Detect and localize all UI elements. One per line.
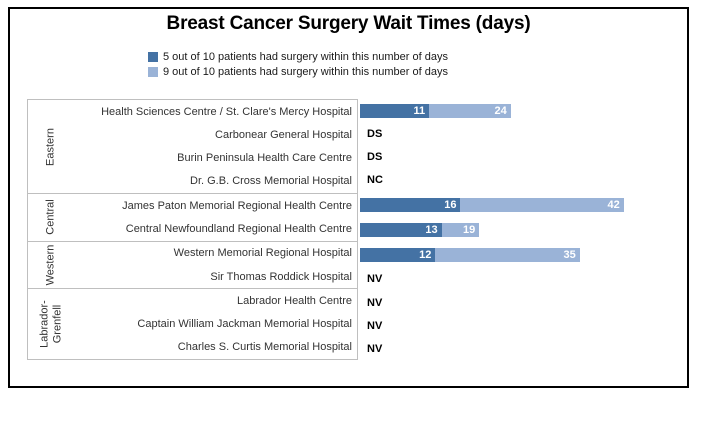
bar-row: DS (360, 122, 692, 145)
wait-time-bar: 11 24 (360, 103, 511, 118)
bar-value-label-p90: 42 (607, 199, 620, 212)
hospital-label-rows: Labrador Health Centre Captain William Ja… (74, 289, 357, 359)
data-availability-note: DS (367, 151, 383, 164)
wait-time-bar: 12 35 (360, 248, 580, 263)
hospital-label-rows: Health Sciences Centre / St. Clare's Mer… (74, 100, 357, 193)
bar-value-label-p90: 19 (463, 224, 476, 236)
hospital-label: Central Newfoundland Regional Health Cen… (125, 223, 352, 236)
hospital-label: Dr. G.B. Cross Memorial Hospital (190, 175, 352, 188)
bar-segment-p50: 13 (360, 223, 442, 237)
legend-item-p90: 9 out of 10 patients had surgery within … (148, 65, 448, 79)
bar-row: NV (360, 315, 692, 338)
bar-segment-p50: 16 (360, 198, 461, 213)
region-group-label: Western (44, 244, 57, 286)
hospital-label-rows: James Paton Memorial Regional Health Cen… (74, 194, 357, 241)
data-availability-note: NV (367, 272, 383, 285)
region-group: Western Western Memorial Regional Hospita… (28, 240, 357, 289)
plot-group: NV NV NV (360, 291, 692, 360)
bar-value-label-p50: 11 (413, 104, 426, 117)
bar-value-label-p90: 24 (494, 104, 507, 117)
hospital-label: James Paton Memorial Regional Health Cen… (122, 199, 352, 212)
plot-area: 11 24 DS DS NC 16 42 13 19 12 35 NV NV NV NV (360, 99, 692, 360)
plot-group: 16 42 13 19 (360, 192, 692, 242)
bar-segment-p90: 42 (460, 198, 624, 213)
legend-swatch-p50-icon (148, 52, 158, 62)
legend-swatch-p90-icon (148, 67, 158, 77)
bar-segment-p90: 24 (429, 103, 511, 118)
chart-title: Breast Cancer Surgery Wait Times (days) (166, 13, 531, 34)
data-availability-note: NV (367, 297, 383, 310)
legend-label-p50: 5 out of 10 patients had surgery within … (163, 51, 448, 63)
region-group-label-cell: Central (28, 194, 74, 241)
hospital-label-rows: Western Memorial Regional Hospital Sir Th… (74, 242, 357, 289)
data-availability-note: NV (367, 319, 383, 332)
bar-value-label-p50: 12 (419, 249, 432, 262)
region-group: Labrador-Grenfell Labrador Health Centre C… (28, 288, 357, 359)
bar-row: NC (360, 169, 692, 192)
bar-row: 11 24 (360, 99, 692, 122)
chart-frame: Breast Cancer Surgery Wait Times (days) … (8, 7, 689, 388)
wait-time-bar: 16 42 (360, 198, 624, 213)
region-group-label-cell: Western (28, 242, 74, 289)
bar-row: NV (360, 267, 692, 291)
chart-legend: 5 out of 10 patients had surgery within … (148, 50, 448, 80)
data-availability-note: NC (367, 174, 383, 187)
region-group-label-cell: Labrador-Grenfell (28, 289, 74, 359)
hospital-label: Carbonear General Hospital (215, 128, 352, 141)
region-group: Central James Paton Memorial Regional Hea… (28, 193, 357, 241)
data-availability-note: DS (367, 127, 383, 140)
bar-row: 16 42 (360, 193, 692, 218)
legend-label-p90: 9 out of 10 patients had surgery within … (163, 66, 448, 78)
hospital-label: Sir Thomas Roddick Hospital (210, 270, 352, 283)
bar-row: NV (360, 292, 692, 315)
legend-item-p50: 5 out of 10 patients had surgery within … (148, 50, 448, 64)
region-group-label: Labrador-Grenfell (38, 300, 63, 348)
bar-value-label-p50: 16 (444, 199, 457, 212)
region-group-label-cell: Eastern (28, 100, 74, 193)
bar-row: DS (360, 145, 692, 168)
bar-value-label-p90: 35 (563, 249, 576, 262)
hospital-label: Health Sciences Centre / St. Clare's Mer… (101, 105, 352, 118)
hospital-label: Western Memorial Regional Hospital (173, 247, 352, 260)
bar-segment-p90: 19 (441, 223, 480, 237)
hospital-label: Charles S. Curtis Memorial Hospital (177, 341, 352, 354)
plot-group: 12 35 NV (360, 242, 692, 290)
region-group-label: Eastern (44, 127, 57, 166)
region-group: Eastern Health Sciences Centre / St. Clar… (28, 100, 357, 193)
data-availability-note: NV (367, 342, 383, 355)
bar-segment-p50: 11 (360, 103, 430, 118)
region-group-label: Central (44, 199, 57, 236)
bar-row: NV (360, 337, 692, 360)
plot-group: 11 24 DS DS NC (360, 99, 692, 192)
bar-value-label-p50: 13 (425, 224, 438, 236)
bar-segment-p50: 12 (360, 248, 436, 263)
hospital-label: Labrador Health Centre (237, 294, 352, 307)
bar-segment-p90: 35 (435, 248, 580, 263)
bar-row: 13 19 (360, 218, 692, 243)
hospital-label: Captain William Jackman Memorial Hospita… (137, 318, 352, 331)
bar-row: 12 35 (360, 243, 692, 267)
category-axis-label-box: Eastern Health Sciences Centre / St. Clar… (27, 99, 358, 360)
hospital-label: Burin Peninsula Health Care Centre (177, 152, 352, 165)
wait-time-bar: 13 19 (360, 223, 480, 237)
